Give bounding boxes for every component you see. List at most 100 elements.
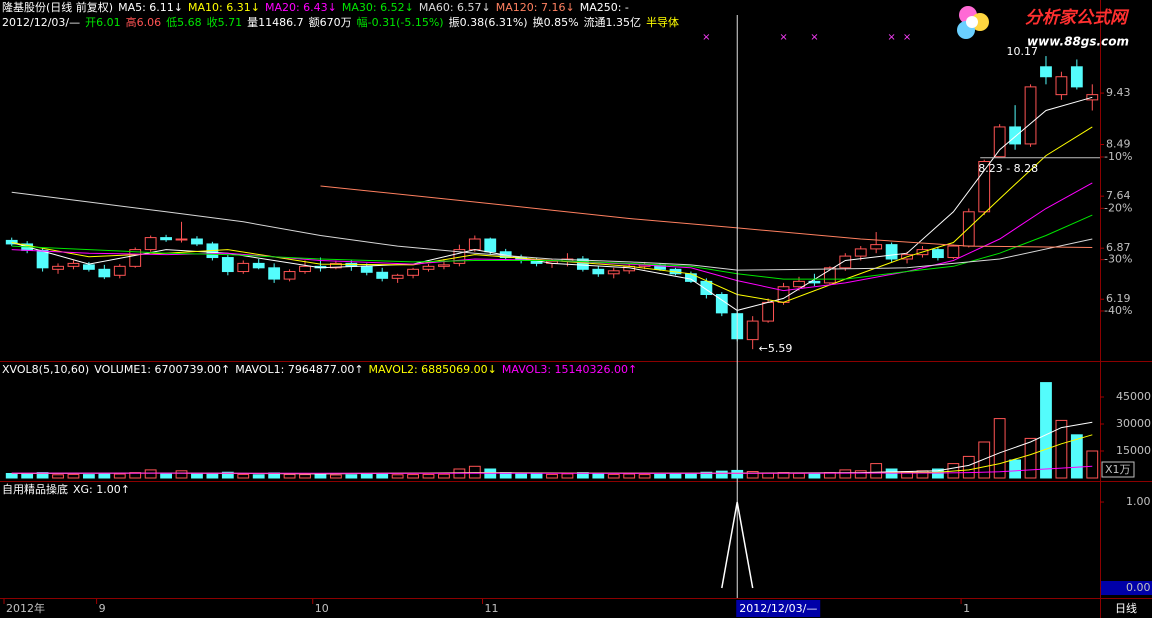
quote-item: 半导体: [646, 16, 680, 29]
y-tick-label: 9.43: [1106, 86, 1131, 99]
candle-body: [746, 320, 759, 341]
quote-item: 换0.85%: [532, 16, 579, 29]
signal-mark: ×: [887, 32, 895, 43]
legend-entry: VOLUME1: 6700739.00↑: [94, 363, 231, 376]
candle-body: [468, 238, 481, 251]
logo-url: www.88gs.com: [1027, 35, 1129, 49]
volume-bar: [638, 474, 651, 479]
quote-item: 额670万: [308, 16, 352, 29]
annotation: 8.23 - 8.28: [978, 162, 1038, 175]
candle-body: [376, 271, 389, 279]
line-series: [721, 501, 754, 589]
y2-tick-label: -40%: [1104, 304, 1132, 317]
volume-bar: [669, 473, 682, 479]
volume-bar: [1024, 437, 1037, 479]
volume-bar: [160, 473, 172, 479]
y2-tick-label: -10%: [1104, 150, 1132, 163]
candle-body: [484, 238, 497, 253]
candle-body: [823, 267, 836, 284]
candle-body: [685, 273, 697, 282]
volume-bar: [113, 473, 126, 479]
logo-center: [966, 16, 978, 28]
volume-bar: [5, 473, 18, 479]
volume-bar: [422, 473, 435, 479]
y-tick-label: 6.87: [1106, 241, 1131, 254]
y-tick-label: 1.00: [1126, 495, 1151, 508]
candle-body: [932, 249, 944, 259]
candle-body: [839, 255, 852, 269]
signal-mark: ×: [702, 32, 710, 43]
volume-bar: [237, 473, 250, 479]
volume-bar: [715, 470, 728, 479]
volume-bar: [561, 473, 574, 479]
candle-body: [36, 249, 49, 269]
y-tick-label: 7.64: [1106, 189, 1131, 202]
unit-box: [1101, 461, 1135, 478]
quote-item: 振0.38(6.31%): [448, 16, 528, 29]
candle-body: [1055, 76, 1068, 96]
period-label: 日线: [1115, 601, 1137, 615]
candle-body: [283, 271, 296, 280]
signal-mark: ×: [779, 32, 787, 43]
chart-title: XVOL8(5,10,60): [2, 363, 90, 376]
candle-body: [700, 280, 713, 296]
y2-tick-label: -20%: [1104, 201, 1132, 214]
line-series: [11, 214, 1093, 280]
line-series: [11, 126, 1093, 303]
candle-body: [854, 248, 867, 257]
y-tick-label: 45000: [1116, 390, 1151, 403]
candle-body: [962, 211, 975, 247]
candle-body: [407, 268, 419, 276]
line-series: [11, 96, 1093, 311]
legend-entry: MA20: 6.43↓: [264, 1, 337, 14]
volume-bar: [299, 474, 311, 479]
candle-body: [52, 265, 64, 270]
quote-item: 幅-0.31(-5.15%): [356, 16, 444, 29]
candle-body: [978, 161, 991, 213]
x-tick-label: 10: [315, 602, 329, 615]
candle-body: [360, 265, 373, 273]
volume-bar: [21, 473, 34, 479]
volume-bar: [206, 472, 219, 479]
candle-body: [237, 262, 250, 273]
volume-bar: [1055, 419, 1068, 479]
candle-body: [268, 267, 281, 280]
volume-bar: [623, 473, 636, 479]
candle-body: [777, 286, 790, 303]
y-tick-label: 0.00: [1126, 581, 1151, 594]
legend-entry: XG: 1.00↑: [73, 483, 130, 496]
indicator-header: 自用精品操底 XG: 1.00↑: [2, 483, 135, 497]
candle-body: [438, 264, 450, 267]
candle-body: [175, 238, 188, 241]
cursor-label: 2012/12/03/—: [739, 602, 817, 615]
unit-label: X1万: [1105, 463, 1131, 476]
volume-bar: [52, 474, 64, 479]
quote-item: 流通1.35亿: [583, 16, 642, 29]
volume-bar: [685, 472, 697, 479]
volume-bar: [808, 473, 821, 479]
candle-body: [144, 237, 157, 251]
candle-body: [885, 244, 898, 260]
price-header: 隆基股份(日线 前复权) MA5: 6.11↓ MA10: 6.31↓ MA20: 6…: [2, 1, 634, 15]
legend-entry: MAVOL3: 15140326.00↑: [501, 363, 638, 376]
candle-body: [98, 268, 111, 278]
candle-body: [576, 258, 589, 270]
line-series: [11, 182, 1093, 292]
legend-entry: MA30: 6.52↓: [341, 1, 414, 14]
volume-bar: [82, 474, 95, 479]
volume-bar: [329, 474, 342, 479]
candle-body: [1070, 66, 1083, 88]
candle-body: [160, 237, 172, 241]
signal-mark: ×: [903, 32, 911, 43]
candle-body: [391, 274, 404, 279]
x-tick-label: 9: [99, 602, 106, 615]
volume-bar: [175, 470, 188, 479]
volume-bar: [530, 473, 543, 479]
volume-bar: [746, 471, 759, 479]
volume-bar: [731, 469, 744, 479]
legend-entry: MAVOL2: 6885069.00↓: [368, 363, 497, 376]
